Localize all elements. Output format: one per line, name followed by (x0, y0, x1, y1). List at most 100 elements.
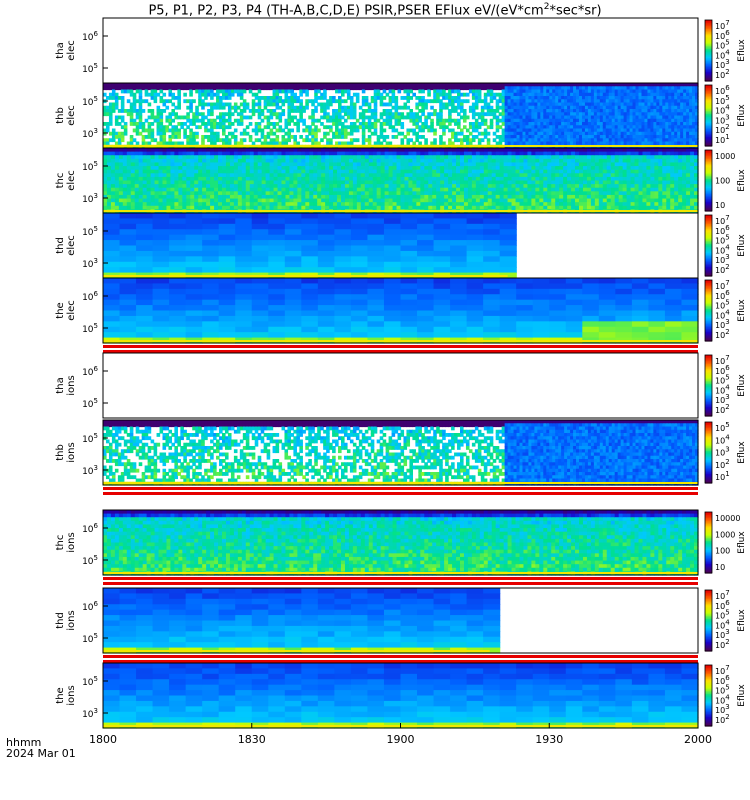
panel-probe-label: tha (55, 42, 66, 58)
colorbar-tick-label: 104 (715, 383, 730, 395)
colorbar-tick-label: 102 (715, 713, 730, 725)
colorbar-tick-label: 103 (715, 703, 730, 715)
colorbar-tick-label: 107 (715, 354, 730, 366)
colorbar-label: Eflux (737, 39, 747, 62)
colorbar-tick-label: 102 (715, 458, 730, 470)
colorbar-tick-label: 107 (715, 664, 730, 676)
y-tick-label: 103 (82, 127, 98, 140)
chart-title: P5, P1, P2, P3, P4 (TH-A,B,C,D,E) PSIR,P… (148, 2, 602, 19)
y-tick-label: 103 (82, 707, 98, 720)
colorbar-tick-label: 103 (715, 446, 730, 458)
heatmap-thc-ions (103, 510, 699, 576)
colorbar-tick-label: 102 (715, 263, 730, 275)
panel-probe-label: thc (55, 173, 66, 189)
x-axis: 1800 1830 1900 1930 2000 (89, 723, 712, 746)
panel-species-label: elec (66, 40, 77, 61)
y-tick-label: 106 (82, 290, 98, 303)
y-tick-label: 103 (82, 257, 98, 270)
colorbar-tick-label: 102 (715, 123, 730, 135)
panel-species-label: ions (66, 442, 77, 462)
y-tick-label: 105 (82, 554, 98, 567)
colorbar-tick-label: 106 (715, 289, 730, 301)
heatmap-the-elec (103, 278, 699, 344)
panel-probe-label: tha (55, 377, 66, 393)
panel-species-label: ions (66, 375, 77, 395)
heatmap-thc-elec (103, 148, 699, 214)
x-tick-label: 1800 (89, 733, 117, 746)
panel-probe-label: the (55, 687, 66, 703)
panel-probe-label: thd (55, 612, 66, 629)
colorbar-tick-label: 105 (715, 421, 730, 433)
colorbar-tick-label: 100 (715, 547, 730, 556)
panel-probe-label: thb (55, 107, 66, 124)
colorbar-tick-label: 104 (715, 433, 730, 445)
colorbar-tick-label: 104 (715, 243, 730, 255)
x-tick-label: 1900 (387, 733, 415, 746)
plot-frame (102, 587, 699, 654)
y-tick-label: 105 (82, 160, 98, 173)
y-tick-label: 106 (82, 365, 98, 378)
colorbar-tick-label: 101 (715, 470, 730, 482)
plot-frame (102, 419, 699, 486)
colorbar-tick-label: 104 (715, 104, 730, 116)
y-tick-label: 105 (82, 62, 98, 75)
colorbar-thc-ions: 10000 1000 100 10 Eflux (704, 511, 747, 574)
y-tick-label: 106 (82, 522, 98, 535)
panel-probe-label: thd (55, 237, 66, 254)
y-tick-label: 105 (82, 432, 98, 445)
colorbar-label: Eflux (737, 104, 747, 127)
colorbar-label: Eflux (737, 169, 747, 192)
colorbar-tick-label: 106 (715, 674, 730, 686)
colorbar-label: Eflux (737, 374, 747, 397)
colorbar-label: Eflux (737, 609, 747, 632)
panel-thc-elec: 105 103 thc elec 1000 100 10 Eflux (55, 147, 747, 214)
panel-probe-label: the (55, 302, 66, 318)
x-tick-label: 2000 (684, 733, 712, 746)
flag-stripe (103, 655, 698, 658)
y-tick-label: 105 (82, 225, 98, 238)
colorbar-label: Eflux (737, 234, 747, 257)
colorbar-tick-label: 104 (715, 693, 730, 705)
y-tick-label: 105 (82, 397, 98, 410)
colorbar-thc-elec: 1000 100 10 Eflux (704, 149, 747, 212)
colorbar-tick-label: 103 (715, 113, 730, 125)
plot-frame (102, 277, 699, 344)
colorbar-tick-label: 105 (715, 374, 730, 386)
colorbar-tick-label: 106 (715, 29, 730, 41)
y-tick-label: 103 (82, 192, 98, 205)
colorbar-tick-label: 102 (715, 328, 730, 340)
x-format-label: hhmm (6, 736, 41, 749)
panel-species-label: ions (66, 685, 77, 705)
colorbar-tick-label: 10 (715, 563, 725, 572)
colorbar-tick-label: 102 (715, 403, 730, 415)
heatmap-the-ions (103, 663, 699, 729)
x-date-label: 2024 Mar 01 (6, 747, 76, 760)
heatmap-thb-elec (103, 83, 699, 149)
colorbar-tick-label: 102 (715, 638, 730, 650)
y-tick-label: 105 (82, 632, 98, 645)
colorbar-tick-label: 103 (715, 628, 730, 640)
plot-frame (102, 352, 699, 419)
colorbar-tick-label: 10 (715, 201, 725, 210)
colorbar-tick-label: 105 (715, 39, 730, 51)
colorbar-tick-label: 104 (715, 618, 730, 630)
colorbar-tick-label: 107 (715, 589, 730, 601)
colorbar-tick-label: 107 (715, 214, 730, 226)
colorbar-tick-label: 105 (715, 299, 730, 311)
y-tick-label: 105 (82, 675, 98, 688)
heatmap-thd-elec (103, 213, 517, 279)
colorbar-tick-label: 106 (715, 224, 730, 236)
colorbar-tick-label: 100 (715, 177, 730, 186)
colorbar-label: Eflux (737, 441, 747, 464)
